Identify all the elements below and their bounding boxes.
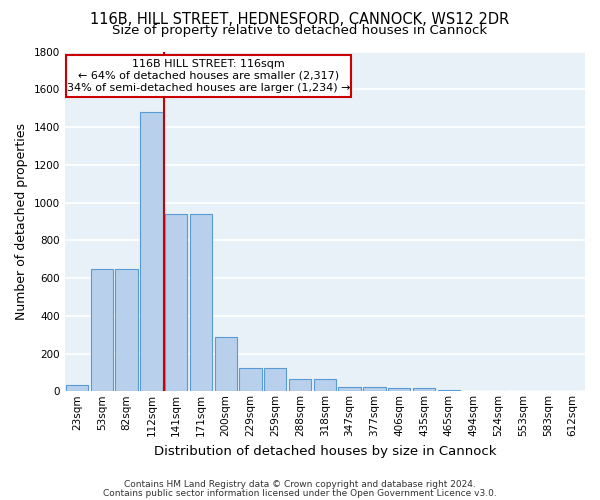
Bar — [91, 268, 113, 392]
Bar — [215, 336, 237, 392]
Bar — [165, 214, 187, 392]
Bar — [363, 386, 386, 392]
Bar — [289, 379, 311, 392]
Bar — [388, 388, 410, 392]
Text: Contains public sector information licensed under the Open Government Licence v3: Contains public sector information licen… — [103, 488, 497, 498]
Text: Size of property relative to detached houses in Cannock: Size of property relative to detached ho… — [112, 24, 488, 37]
Bar — [338, 386, 361, 392]
Bar — [413, 388, 435, 392]
Bar — [314, 379, 336, 392]
Bar — [190, 214, 212, 392]
X-axis label: Distribution of detached houses by size in Cannock: Distribution of detached houses by size … — [154, 444, 496, 458]
Y-axis label: Number of detached properties: Number of detached properties — [15, 123, 28, 320]
Text: 34% of semi-detached houses are larger (1,234) →: 34% of semi-detached houses are larger (… — [67, 83, 350, 93]
Bar — [437, 390, 460, 392]
Text: 116B HILL STREET: 116sqm: 116B HILL STREET: 116sqm — [132, 59, 285, 69]
Bar — [66, 384, 88, 392]
Bar — [264, 368, 286, 392]
FancyBboxPatch shape — [66, 54, 351, 97]
Bar — [239, 368, 262, 392]
Text: Contains HM Land Registry data © Crown copyright and database right 2024.: Contains HM Land Registry data © Crown c… — [124, 480, 476, 489]
Text: 116B, HILL STREET, HEDNESFORD, CANNOCK, WS12 2DR: 116B, HILL STREET, HEDNESFORD, CANNOCK, … — [91, 12, 509, 28]
Bar — [140, 112, 163, 392]
Text: ← 64% of detached houses are smaller (2,317): ← 64% of detached houses are smaller (2,… — [78, 71, 339, 81]
Bar — [115, 268, 138, 392]
